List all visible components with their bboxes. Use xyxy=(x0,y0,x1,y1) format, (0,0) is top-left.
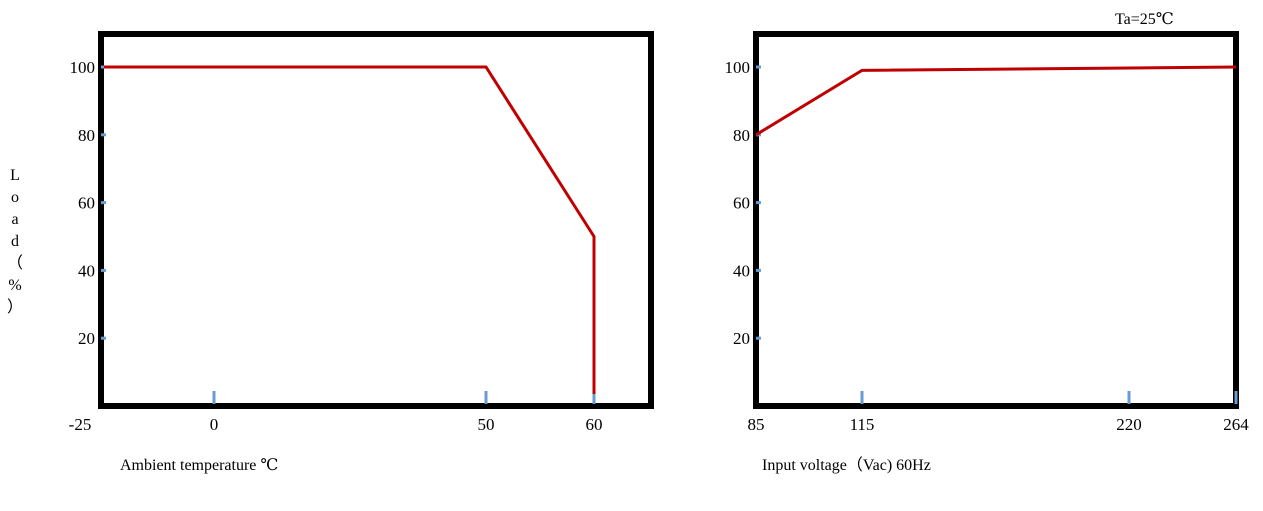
y-tick-label: 100 xyxy=(725,58,751,77)
temperature-derating-line xyxy=(104,65,596,394)
load-axis-label-char: % xyxy=(8,277,21,294)
load-axis-label-char: ） xyxy=(7,298,23,316)
y-tick-label: 80 xyxy=(733,126,750,145)
y-tick-label: 100 xyxy=(70,58,96,77)
load-axis-label-char: d xyxy=(11,233,19,250)
temperature-chart-x-ticks: -25 0 50 60 xyxy=(69,391,603,434)
x-tick-label: 220 xyxy=(1116,415,1142,434)
voltage-chart-x-ticks: 85 115 220 264 xyxy=(748,391,1249,434)
load-axis-label-char: （ xyxy=(7,254,23,272)
y-tick-label: 40 xyxy=(733,261,750,280)
y-tick-label: 60 xyxy=(78,194,95,213)
temperature-x-axis-label: Ambient temperature ℃ xyxy=(120,457,278,474)
load-axis-label-char: L xyxy=(10,167,20,184)
y-tick-label: 20 xyxy=(78,329,95,348)
temperature-chart-y-ticks: 20 40 60 80 100 xyxy=(70,58,106,348)
x-tick-label: 115 xyxy=(850,415,875,434)
load-axis-label-char: o xyxy=(11,189,19,206)
voltage-chart-y-ticks: 20 40 60 80 100 xyxy=(725,58,761,348)
voltage-x-axis-label: Input voltage（Vac) 60Hz xyxy=(762,456,931,474)
x-tick-label: 85 xyxy=(748,415,765,434)
ambient-temperature-annotation: Ta=25℃ xyxy=(1115,11,1174,28)
x-tick-label: 60 xyxy=(586,415,603,434)
temperature-derating-chart: 20 40 60 80 100 -25 0 50 60 Ambient temperature… xyxy=(69,31,654,474)
x-tick-label: 264 xyxy=(1223,415,1249,434)
x-tick-label: -25 xyxy=(69,415,92,434)
x-tick-label: 50 xyxy=(478,415,495,434)
voltage-derating-chart: Ta=25℃ 20 40 60 80 100 85 115 220 264 Input vol… xyxy=(725,11,1250,474)
y-tick-label: 40 xyxy=(78,261,95,280)
x-tick-label: 0 xyxy=(210,415,219,434)
load-axis-label-char: a xyxy=(11,211,18,228)
y-tick-label: 60 xyxy=(733,194,750,213)
voltage-derating-line xyxy=(755,65,1237,137)
voltage-chart-frame xyxy=(753,31,1239,409)
y-tick-label: 20 xyxy=(733,329,750,348)
temperature-chart-frame xyxy=(98,31,654,409)
y-tick-label: 80 xyxy=(78,126,95,145)
